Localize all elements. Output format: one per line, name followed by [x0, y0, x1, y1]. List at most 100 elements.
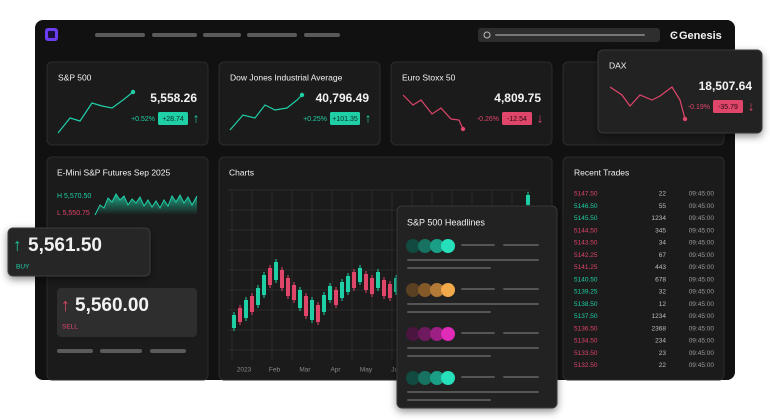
- headline-item-part: [441, 239, 455, 253]
- trade-price: 5144.50: [574, 227, 598, 234]
- trade-time: 09:45:00: [689, 289, 715, 296]
- trade-qty: 443: [655, 264, 666, 271]
- headline-item: [406, 371, 539, 401]
- x-axis-label: Apr: [330, 367, 341, 374]
- sparkline: [609, 86, 686, 120]
- nav-item[interactable]: [203, 33, 241, 37]
- index-change-pct: +0.52%: [131, 116, 155, 123]
- sell-tile[interactable]: [57, 288, 197, 337]
- charts-title: Charts: [229, 167, 254, 177]
- trades-title: Recent Trades: [574, 167, 629, 177]
- x-axis-label: Feb: [269, 367, 281, 374]
- trade-row: 5137.50 1234 09:45:00: [574, 313, 714, 320]
- sparkline: [402, 94, 464, 130]
- index-quote: Dow Jones Industrial Average 40,796.49 +0.…: [229, 72, 372, 131]
- trade-row: 5134.50 234 09:45:00: [574, 338, 714, 345]
- candles-down-part: [334, 290, 338, 305]
- brand: Genesis: [679, 30, 722, 42]
- trade-price: 5134.50: [574, 338, 598, 345]
- change-arrow: ↓: [748, 98, 755, 113]
- change-badge: [330, 112, 360, 125]
- change-badge: [502, 112, 532, 125]
- trade-qty: 678: [655, 276, 666, 283]
- headline-item: [406, 327, 539, 357]
- trade-row: 5146.50 55 09:45:00: [574, 203, 714, 210]
- trade-row: 5145.50 1234 09:45:00: [574, 215, 714, 222]
- candles-up-part: [328, 286, 332, 300]
- index-quote: Euro Stoxx 50 4,809.75 -0.26% -12.54 ↓: [402, 72, 543, 132]
- trade-qty: 22: [659, 362, 667, 369]
- trade-qty: 67: [659, 252, 667, 259]
- brand-mark: Ͼ: [670, 30, 678, 42]
- nav-item[interactable]: [95, 33, 145, 37]
- screenshot-part: 5147.50 22 09:45:00 5146.50 55 09:45:00 5145.5…: [574, 191, 714, 370]
- headline-item-part: [441, 327, 455, 341]
- sparkline-dot: [460, 126, 466, 132]
- futures-high: H 5,570.50: [57, 193, 91, 200]
- buy-arrow: ↑: [13, 235, 22, 254]
- index-change: -12.54: [507, 116, 527, 123]
- trade-price: 5141.25: [574, 264, 598, 271]
- candles-up-part: [340, 282, 344, 298]
- sparkline-dot: [130, 89, 136, 95]
- index-quote: S&P 500 5,558.26 +0.52% +28.74 ↑: [57, 72, 200, 134]
- headline-item-part: [430, 327, 444, 341]
- search-icon: [483, 31, 491, 39]
- change-arrow: ↑: [193, 110, 200, 125]
- trade-row: 5132.50 22 09:45:00: [574, 362, 714, 369]
- index-name: Dow Jones Industrial Average: [230, 72, 343, 82]
- headline-item-part: [406, 283, 420, 297]
- x-axis-label: May: [360, 367, 373, 374]
- trade-time: 09:45:00: [689, 227, 715, 234]
- candles-up-part: [346, 276, 350, 292]
- index-change: +101.35: [332, 116, 358, 123]
- trade-price: 5138.50: [574, 301, 598, 308]
- trade-price: 5146.50: [574, 203, 598, 210]
- trade-row: 5144.50 345 09:45:00: [574, 227, 714, 234]
- candles-up-part: [274, 262, 278, 280]
- trade-qty: 22: [659, 191, 667, 198]
- candles-up-part: [322, 295, 326, 312]
- trade-price: 5147.50: [574, 191, 598, 198]
- trade-time: 09:45:00: [689, 276, 715, 283]
- trade-price: 5136.50: [574, 325, 598, 332]
- headline-item: [406, 239, 539, 269]
- sparkline: [229, 94, 303, 131]
- sell-label: SELL: [62, 324, 78, 331]
- candles-up-part: [298, 290, 302, 308]
- trade-row: 5143.50 34 09:45:00: [574, 240, 714, 247]
- headline-item-part: [406, 239, 420, 253]
- trade-qty: 2368: [652, 325, 667, 332]
- change-arrow: ↑: [365, 110, 372, 125]
- trade-price: 5137.50: [574, 313, 598, 320]
- trade-time: 09:45:00: [689, 264, 715, 271]
- sell-price: 5,560.00: [75, 295, 149, 316]
- trade-qty: 12: [659, 301, 667, 308]
- placeholder-bar: [100, 349, 142, 353]
- trade-time: 09:45:00: [689, 215, 715, 222]
- index-price: 5,558.26: [150, 91, 197, 105]
- buy-tile[interactable]: [7, 227, 151, 277]
- candles-down: [238, 268, 392, 322]
- placeholder-bar: [57, 349, 93, 353]
- sparkline-dot: [682, 116, 688, 122]
- trade-time: 09:45:00: [689, 301, 715, 308]
- trade-row: 5140.50 678 09:45:00: [574, 276, 714, 283]
- nav-item[interactable]: [304, 33, 340, 37]
- trade-row: 5133.50 23 09:45:00: [574, 350, 714, 357]
- futures-low: L 5,550.75: [57, 210, 90, 217]
- trade-qty: 23: [659, 350, 667, 357]
- trades-card: [562, 156, 725, 381]
- futures-title: E-Mini S&P Futures Sep 2025: [57, 167, 171, 177]
- trade-row: 5147.50 22 09:45:00: [574, 191, 714, 198]
- logo-inner: [48, 31, 55, 38]
- nav-item[interactable]: [247, 33, 297, 37]
- x-axis-label: Mar: [299, 367, 311, 374]
- trade-price: 5133.50: [574, 350, 598, 357]
- trade-time: 09:45:00: [689, 325, 715, 332]
- nav-item[interactable]: [152, 33, 197, 37]
- candles-up-part: [526, 195, 530, 205]
- trade-row: 5139.25 32 09:45:00: [574, 289, 714, 296]
- index-name: Euro Stoxx 50: [402, 72, 456, 82]
- index-quote: DAX 18,507.64 -0.19% -35.79 ↓: [609, 60, 755, 122]
